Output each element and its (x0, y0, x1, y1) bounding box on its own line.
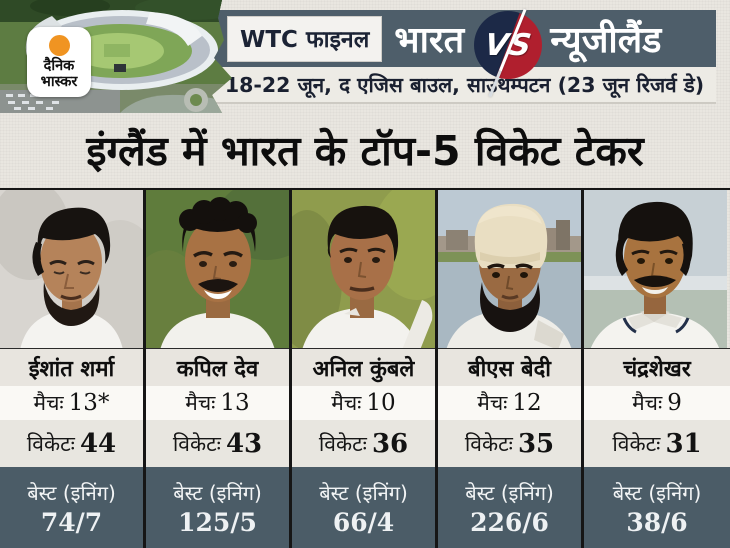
wickets-row: विकेटः 44 (0, 419, 143, 468)
wickets-label: विकेटः (172, 431, 221, 456)
best-value: 74/7 (40, 507, 103, 537)
best-value: 125/5 (178, 507, 257, 537)
wickets-row: विकेटः 43 (146, 419, 289, 468)
dainik-bhaskar-logo: दैनिक भास्कर (27, 27, 91, 97)
best-label: बेस्ट (इनिंग) (612, 480, 702, 505)
team-newzealand-label: न्यूजीलैंड (550, 20, 662, 61)
player-name: कपिल देव (176, 356, 259, 382)
matches-row: मैचः 9 (584, 385, 730, 420)
player-name-row: ईशांत शर्मा (0, 349, 143, 386)
matches-label: मैचः (331, 390, 362, 415)
player-name-row: कपिल देव (146, 349, 289, 386)
matches-value: 13 (220, 389, 250, 416)
wickets-value: 43 (225, 428, 263, 459)
player-column-ishant-sharma: ईशांत शर्मा मैचः 13* विकेटः 44 बेस्ट (इन… (0, 190, 146, 548)
event-label: WTC फाइनल (227, 15, 383, 62)
player-column-bs-bedi: बीएस बेदी मैचः 12 विकेटः 35 बेस्ट (इनिंग… (438, 190, 584, 548)
matches-row: मैचः 13 (146, 385, 289, 420)
player-name: बीएस बेदी (468, 356, 551, 382)
matches-value: 12 (512, 389, 542, 416)
player-photo-kapil-dev (146, 190, 289, 350)
player-name: अनिल कुंबले (312, 356, 415, 382)
best-label: बेस्ट (इनिंग) (319, 480, 408, 505)
best-value: 66/4 (332, 507, 395, 537)
player-name-row: चंद्रशेखर (584, 349, 730, 386)
player-photo-anil-kumble (292, 190, 435, 350)
matches-value: 10 (366, 389, 396, 416)
best-label: बेस्ट (इनिंग) (465, 480, 554, 505)
player-name: चंद्रशेखर (623, 356, 691, 382)
wickets-row: विकेटः 36 (292, 419, 435, 468)
wickets-row: विकेटः 31 (584, 419, 730, 468)
wickets-label: विकेटः (464, 431, 513, 456)
player-photo-chandrasekhar (584, 190, 730, 350)
matches-label: मैचः (477, 390, 508, 415)
matches-label: मैचः (33, 390, 64, 415)
logo-sun-icon (48, 34, 70, 56)
header: WTC फाइनल भारत न्यूजीलैंड VS 18-22 जून, … (0, 0, 730, 113)
player-photo-bs-bedi (438, 190, 581, 350)
page-title-text: इंग्लैंड में भारत के टॉप-5 विकेट टेकर (86, 127, 644, 175)
matches-row: मैचः 10 (292, 385, 435, 420)
wickets-row: विकेटः 35 (438, 419, 581, 468)
matches-row: मैचः 13* (0, 385, 143, 420)
best-row: बेस्ट (इनिंग) 38/6 (584, 467, 730, 548)
player-name: ईशांत शर्मा (28, 356, 115, 382)
player-column-chandrasekhar: चंद्रशेखर मैचः 9 विकेटः 31 बेस्ट (इनिंग)… (584, 190, 730, 548)
wickets-label: विकेटः (612, 431, 661, 456)
best-row: बेस्ट (इनिंग) 125/5 (146, 467, 289, 548)
matches-value: 9 (667, 389, 682, 416)
logo-text-line1: दैनिक (43, 57, 75, 74)
wickets-label: विकेटः (318, 431, 367, 456)
wickets-value: 31 (665, 428, 702, 459)
best-label: बेस्ट (इनिंग) (27, 480, 116, 505)
wickets-value: 35 (517, 428, 555, 459)
match-header-strip: WTC फाइनल भारत न्यूजीलैंड (213, 10, 716, 67)
player-column-anil-kumble: अनिल कुंबले मैचः 10 विकेटः 36 बेस्ट (इनि… (292, 190, 438, 548)
matches-row: मैचः 12 (438, 385, 581, 420)
player-photo-ishant-sharma (0, 190, 143, 350)
player-name-row: बीएस बेदी (438, 349, 581, 386)
wickets-label: विकेटः (26, 431, 75, 456)
matches-label: मैचः (632, 390, 663, 415)
venue-text: 18-22 जून, द एजिस बाउल, साउथैम्पटन (23 ज… (224, 72, 705, 97)
best-row: बेस्ट (इनिंग) 226/6 (438, 467, 581, 548)
wickets-value: 36 (371, 428, 409, 459)
best-label: बेस्ट (इनिंग) (173, 480, 262, 505)
page-title: इंग्लैंड में भारत के टॉप-5 विकेट टेकर (0, 112, 730, 188)
logo-text-line2: भास्कर (40, 73, 78, 90)
wickets-value: 44 (79, 428, 117, 459)
player-column-kapil-dev: कपिल देव मैचः 13 विकेटः 43 बेस्ट (इनिंग)… (146, 190, 292, 548)
team-india-label: भारत (394, 20, 465, 61)
matches-value: 13* (68, 389, 110, 416)
venue-strip: 18-22 जून, द एजिस बाउल, साउथैम्पटन (23 ज… (213, 67, 716, 104)
best-value: 38/6 (626, 507, 688, 537)
player-name-row: अनिल कुंबले (292, 349, 435, 386)
matches-label: मैचः (185, 390, 216, 415)
best-row: बेस्ट (इनिंग) 74/7 (0, 467, 143, 548)
best-row: बेस्ट (इनिंग) 66/4 (292, 467, 435, 548)
players-grid: ईशांत शर्मा मैचः 13* विकेटः 44 बेस्ट (इन… (0, 188, 730, 548)
best-value: 226/6 (470, 507, 549, 537)
